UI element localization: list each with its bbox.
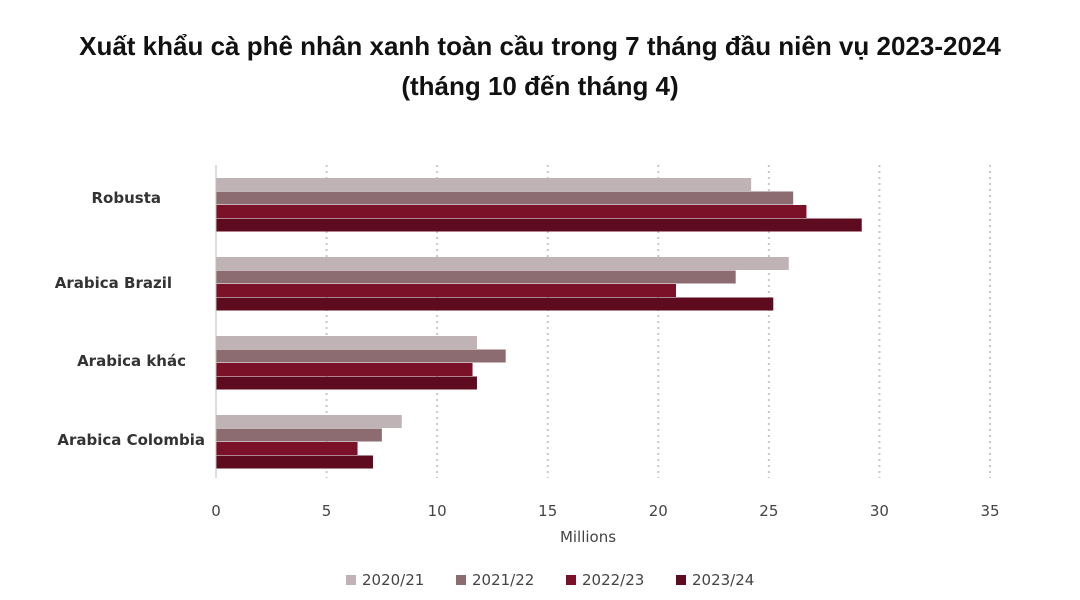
- category-label: Arabica khác: [77, 352, 186, 370]
- tick-label: 15: [538, 502, 557, 520]
- tick-label: 35: [980, 502, 999, 520]
- bar: [216, 349, 506, 363]
- x-axis-title: Millions: [560, 528, 616, 546]
- legend-swatch: [566, 575, 576, 585]
- bar: [216, 191, 794, 205]
- bar: [216, 336, 477, 349]
- bar: [216, 178, 752, 191]
- bar: [216, 415, 402, 428]
- bar: [216, 376, 477, 390]
- legend-swatch: [456, 575, 466, 585]
- legend-label: 2020/21: [362, 571, 424, 589]
- bars: [216, 178, 862, 469]
- legend-label: 2022/23: [582, 571, 644, 589]
- bar: [216, 270, 736, 284]
- bar: [216, 363, 473, 376]
- bar: [216, 257, 789, 270]
- legend-label: 2021/22: [472, 571, 534, 589]
- tick-label: 5: [322, 502, 332, 520]
- category-label: Robusta: [92, 189, 162, 207]
- tick-label: 20: [649, 502, 668, 520]
- legend-swatch: [676, 575, 686, 585]
- tick-label: 0: [211, 502, 221, 520]
- bar: [216, 428, 382, 442]
- tick-label: 10: [428, 502, 447, 520]
- tick-label: 30: [870, 502, 889, 520]
- bar: [216, 455, 374, 469]
- category-labels: Robusta Arabica Brazil Arabica khác Arabica…: [55, 189, 205, 449]
- tick-labels: 0 5 10 15 20 25 30 35: [211, 502, 999, 520]
- bar: [216, 442, 358, 455]
- chart-title: Xuất khẩu cà phê nhân xanh toàn cầu tron…: [79, 31, 1001, 101]
- bar: [216, 284, 676, 297]
- legend-label: 2023/24: [692, 571, 754, 589]
- bar: [216, 205, 807, 218]
- legend-swatch: [346, 575, 356, 585]
- legend: 2020/21 2021/22 2022/23 2023/24: [346, 571, 754, 589]
- grid-lines: [325, 165, 991, 478]
- bar: [216, 218, 862, 232]
- category-label: Arabica Brazil: [55, 274, 172, 292]
- bar: [216, 297, 774, 311]
- category-label: Arabica Colombia: [57, 431, 205, 449]
- tick-label: 25: [759, 502, 778, 520]
